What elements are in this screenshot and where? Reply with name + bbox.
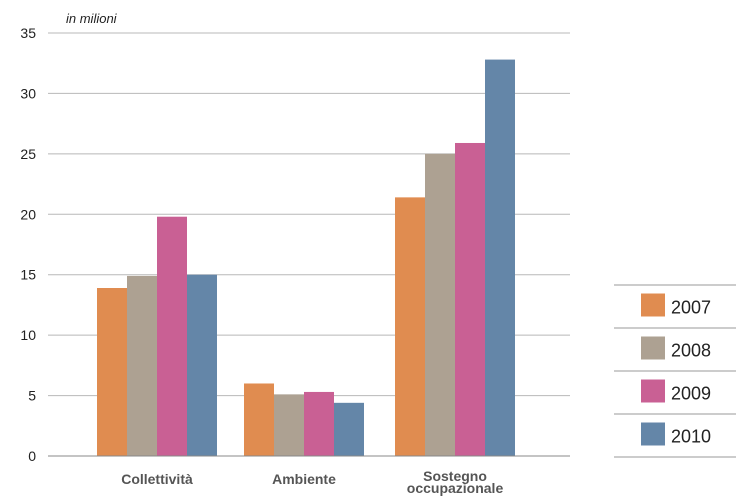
bars bbox=[97, 59, 515, 457]
y-tick-label: 30 bbox=[20, 85, 36, 101]
legend-label: 2008 bbox=[671, 341, 711, 361]
unit-label: in milioni bbox=[66, 11, 118, 26]
bar bbox=[485, 59, 515, 457]
category-label: Sostegno occupazionale bbox=[407, 468, 504, 496]
legend-label: 2010 bbox=[671, 427, 711, 447]
y-axis-ticks: 0 5 10 15 20 25 30 35 bbox=[20, 25, 36, 464]
category-label: Collettività bbox=[121, 471, 193, 487]
legend-label: 2007 bbox=[671, 298, 711, 318]
y-tick-label: 25 bbox=[20, 146, 36, 162]
bar bbox=[455, 142, 485, 457]
bar bbox=[97, 288, 127, 456]
bar bbox=[304, 391, 334, 456]
y-tick-label: 20 bbox=[20, 206, 36, 222]
bar bbox=[127, 275, 157, 456]
category-label: Ambiente bbox=[272, 471, 336, 487]
legend: 2007 2008 2009 2010 bbox=[614, 284, 736, 458]
y-tick-label: 10 bbox=[20, 327, 36, 343]
bar bbox=[425, 153, 455, 456]
bar bbox=[157, 216, 187, 456]
legend-swatch bbox=[641, 336, 665, 360]
legend-swatch bbox=[641, 379, 665, 403]
bar bbox=[395, 197, 425, 456]
y-tick-label: 0 bbox=[28, 448, 36, 464]
bar bbox=[274, 394, 304, 456]
bar bbox=[187, 274, 217, 456]
y-tick-label: 15 bbox=[20, 267, 36, 283]
legend-label: 2009 bbox=[671, 384, 711, 404]
y-tick-label: 35 bbox=[20, 25, 36, 41]
bar bbox=[334, 402, 364, 456]
legend-swatch bbox=[641, 293, 665, 317]
bar bbox=[244, 383, 274, 456]
category-labels: Collettività Ambiente Sostegno occupazional… bbox=[121, 468, 503, 496]
legend-swatch bbox=[641, 422, 665, 446]
y-tick-label: 5 bbox=[28, 388, 36, 404]
